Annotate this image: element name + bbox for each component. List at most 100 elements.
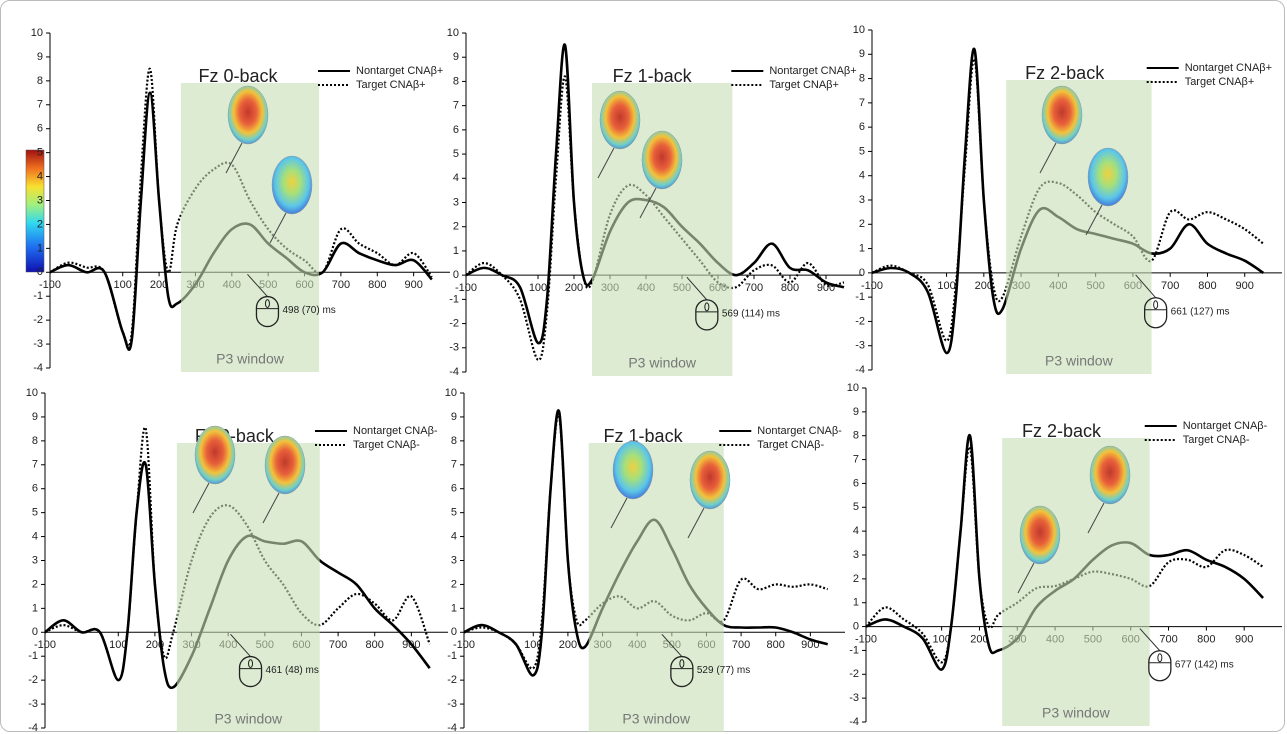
mouse-wheel [248, 659, 254, 669]
y-tick-label: 2 [453, 221, 459, 233]
y-tick-label: 2 [32, 578, 38, 590]
legend-label: Nontarget CNAβ+ [769, 65, 856, 77]
y-tick-label: 4 [453, 172, 459, 184]
y-tick-label: 8 [37, 75, 43, 87]
rt-arrow [661, 633, 683, 657]
mouse-wheel [1157, 653, 1163, 663]
mouse-wheel [1153, 300, 1159, 310]
topo-head [641, 130, 683, 190]
y-tick-label: -2 [849, 668, 859, 680]
x-tick-label: 100 [524, 639, 542, 651]
y-tick-label: 6 [453, 124, 459, 136]
y-tick-label: -2 [33, 314, 43, 326]
y-tick-label: 3 [859, 194, 865, 206]
y-tick-label: 4 [37, 170, 43, 182]
y-tick-label: 3 [853, 549, 859, 561]
legend-label: Target CNAβ- [353, 439, 420, 451]
topo-pointer [687, 507, 705, 539]
y-tick-label: 4 [853, 525, 859, 537]
x-tick-label: 100 [932, 633, 950, 645]
rt-label: 461 (48) ms [266, 665, 319, 676]
topo-head [271, 155, 313, 215]
y-tick-label: 5 [451, 507, 457, 519]
y-tick-label: 7 [32, 459, 38, 471]
y-tick-label: -4 [855, 364, 865, 376]
y-tick-label: 8 [451, 435, 457, 447]
y-tick-label: 5 [859, 145, 865, 157]
rt-label: 498 (70) ms [282, 305, 335, 316]
mouse-icon [670, 655, 694, 688]
y-tick-label: 3 [37, 194, 43, 206]
y-tick-label: 1 [37, 242, 43, 254]
mouse-icon [1143, 297, 1168, 329]
topo-head [227, 85, 269, 145]
y-tick-label: 2 [37, 218, 43, 230]
y-tick-label: -4 [849, 716, 859, 728]
panel-title: Fz 1-back [613, 66, 693, 86]
topo-head [1019, 505, 1061, 565]
topo-pointer [597, 147, 615, 179]
y-tick-label: -3 [855, 340, 865, 352]
colorbar [25, 149, 45, 273]
legend-label: Nontarget CNAβ- [353, 425, 438, 437]
rt-label: 677 (142) ms [1175, 659, 1234, 670]
y-tick-label: 6 [32, 483, 38, 495]
y-tick-label: 9 [859, 48, 865, 60]
y-tick-label: 7 [37, 99, 43, 111]
y-tick-label: 7 [859, 97, 865, 109]
y-tick-label: 6 [853, 477, 859, 489]
rt-arrow [247, 273, 268, 297]
x-tick-label: 700 [1159, 633, 1177, 645]
y-tick-label: 2 [859, 218, 865, 230]
topo-pointer [610, 497, 628, 529]
y-tick-label: -1 [447, 650, 457, 662]
topo-pointer [1085, 204, 1103, 236]
topo-pointer [1039, 142, 1057, 174]
y-tick-label: 5 [32, 507, 38, 519]
rt-arrow [1135, 274, 1157, 299]
mouse-wheel [264, 299, 270, 309]
y-tick-label: 0 [37, 266, 43, 278]
y-tick-label: -4 [28, 722, 38, 734]
x-tick-label: -100 [34, 639, 56, 651]
p3-window-label: P3 window [214, 711, 283, 727]
x-tick-label: 200 [970, 633, 988, 645]
x-tick-label: 100 [114, 279, 132, 291]
x-tick-label: 800 [1197, 633, 1215, 645]
x-tick-label: 200 [975, 280, 993, 292]
panel-title: Fz 0-back [198, 66, 278, 86]
y-tick-label: 2 [853, 573, 859, 585]
topo-pointer [269, 212, 287, 244]
rt-label: 529 (77) ms [697, 665, 750, 676]
legend-label: Target CNAβ+ [356, 79, 426, 91]
x-tick-label: 200 [559, 639, 577, 651]
panel-title: Fz 1-back [604, 426, 684, 446]
x-tick-label: -100 [453, 639, 475, 651]
topo-pointer [225, 142, 243, 174]
y-tick-label: -3 [33, 338, 43, 350]
x-tick-label: 800 [767, 639, 785, 651]
rt-label: 661 (127) ms [1171, 306, 1230, 317]
y-tick-label: 10 [447, 27, 459, 39]
legend-label: Target CNAβ- [757, 439, 824, 451]
y-tick-label: 10 [31, 27, 43, 39]
x-tick-label: 700 [732, 639, 750, 651]
x-tick-label: 800 [1198, 280, 1216, 292]
y-tick-label: 0 [853, 620, 859, 632]
x-tick-label: -100 [39, 279, 61, 291]
legend-label: Nontarget CNAβ+ [356, 65, 443, 77]
mouse-wheel [679, 659, 685, 669]
y-tick-label: -3 [849, 692, 859, 704]
y-tick-label: 5 [37, 147, 43, 159]
x-tick-label: 200 [150, 279, 168, 291]
x-tick-label: -100 [855, 633, 877, 645]
y-tick-label: 7 [451, 459, 457, 471]
topo-head [1087, 147, 1129, 207]
p3-window-label: P3 window [216, 351, 285, 367]
topo-head [1089, 445, 1131, 505]
y-tick-label: 1 [453, 245, 459, 257]
y-tick-label: 4 [32, 530, 38, 542]
x-tick-label: 700 [1161, 280, 1179, 292]
legend-label: Target CNAβ- [1183, 434, 1250, 446]
